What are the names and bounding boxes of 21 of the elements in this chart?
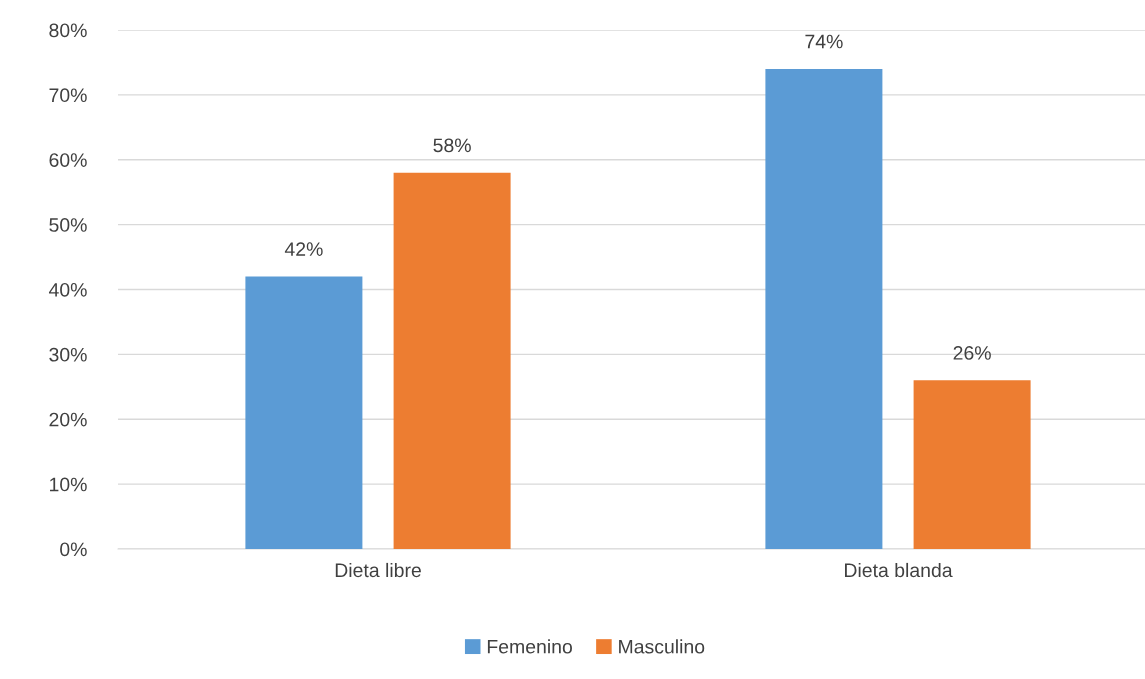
y-tick-label: 20% — [49, 412, 87, 427]
data-label: 42% — [284, 242, 323, 256]
bar — [913, 380, 1031, 549]
legend-label: Femenino — [487, 639, 572, 654]
y-tick-label: 0% — [60, 542, 87, 557]
data-label: 74% — [805, 34, 843, 49]
y-tick-label: 70% — [49, 88, 87, 103]
y-tick-label: 60% — [49, 153, 87, 167]
y-tick-label: 30% — [49, 347, 87, 362]
legend-label: Masculino — [619, 639, 705, 654]
x-tick-label: Dieta blanda — [845, 562, 953, 578]
y-tick-label: 10% — [50, 477, 87, 492]
y-tick-label: 80% — [49, 23, 87, 38]
bar — [765, 68, 883, 549]
data-label: 26% — [953, 346, 991, 360]
y-tick-label: 50% — [49, 218, 87, 232]
bar — [393, 172, 511, 549]
x-tick-label: Dieta libre — [335, 562, 421, 578]
bar — [245, 276, 363, 549]
data-label: 58% — [433, 138, 471, 153]
y-tick-label: 40% — [48, 282, 87, 297]
